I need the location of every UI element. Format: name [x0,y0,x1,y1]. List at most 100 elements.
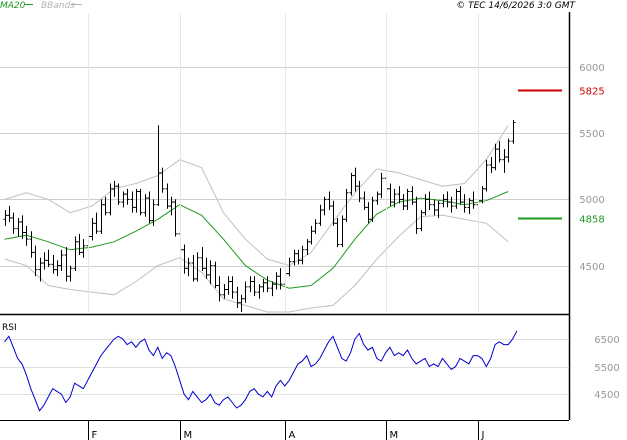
ohlc-bar [436,200,441,218]
ohlc-bar [68,265,73,282]
ohlc-bar [46,249,51,267]
ohlc-bar [64,247,69,282]
ohlc-bar [292,249,297,266]
ohlc-bar [458,186,463,205]
month-label: J [481,430,485,440]
ohlc-bar [103,196,108,216]
ohlc-bar [191,255,196,282]
ohlc-bar [24,225,29,246]
rsi-tick-label: 4500 [594,390,619,401]
rsi-line [4,330,518,412]
ohlc-bar [340,215,345,248]
price-axis: 6000 5500 5000 4500 [579,63,604,273]
ohlc-bar [147,191,152,224]
ohlc-bar [445,191,450,208]
ohlc-bar [471,191,476,209]
ohlc-bar [125,188,130,205]
ohlc-bar [379,172,384,199]
ohlc-bar [287,257,292,277]
ohlc-bar [130,191,135,213]
ohlc-bar [195,252,200,282]
ohlc-bar [200,247,205,271]
ohlc-bar [300,245,305,265]
ohlc-bar [29,231,34,258]
level-label: 5825 [579,87,604,98]
ohlc-bar [173,199,178,237]
ohlc-bar [252,276,257,297]
ohlc-bar [51,255,56,274]
ohlc-bar [243,281,248,303]
ohlc-bar [55,260,60,277]
rsi-panel: RSI 6500 5500 4500 [0,323,620,412]
ohlc-bar [484,159,489,192]
ohlc-bar [506,138,511,163]
ohlc-bar [7,206,12,222]
ohlc-bar [322,196,327,216]
rsi-axis: 6500 5500 4500 [594,335,619,401]
ohlc-bar [353,167,358,192]
ohlc-bars [3,119,516,312]
ohlc-bar [165,183,170,209]
ohlc-bar [296,249,301,265]
ohlc-bar [366,202,371,224]
ohlc-bar [432,199,437,216]
ohlc-bar [370,196,375,222]
ohlc-bar [99,199,104,234]
ohlc-bar [213,261,218,289]
price-tick-label: 5500 [579,129,604,140]
month-label: A [289,430,296,440]
ohlc-bar [151,199,156,226]
ohlc-bar [94,212,99,234]
ohlc-bar [454,188,459,209]
ohlc-bar [309,225,314,245]
price-tick-label: 6000 [579,63,604,74]
ohlc-bar [462,194,467,213]
ohlc-bar [335,217,340,248]
ohlc-bar [90,217,95,241]
ohlc-bar [3,210,8,226]
ohlc-bar [313,219,318,234]
ohlc-bar [489,157,494,173]
ohlc-bar [344,188,349,222]
ohlc-bar [388,183,393,207]
ohlc-bar [257,284,262,299]
ohlc-bar [265,276,270,293]
ohlc-bar [357,180,362,203]
ohlc-bar [108,183,113,216]
ohlc-bar [449,196,454,213]
ohlc-bar [414,196,419,234]
ohlc-bar [143,194,148,217]
ohlc-bar [38,257,43,282]
ohlc-bar [248,276,253,293]
ohlc-bar [138,188,143,216]
ohlc-bar [230,276,235,299]
ohlc-bar [362,191,367,211]
ohlc-bar [20,215,25,240]
month-label: F [92,430,98,440]
level-label: 4858 [579,215,604,226]
ohlc-bar [121,191,126,208]
ohlc-bar [427,191,432,211]
ohlc-bar [11,212,16,234]
month-label: M [390,430,399,440]
ohlc-bar [226,276,231,295]
ohlc-bar [327,191,332,211]
ohlc-bar [497,141,502,163]
rsi-tick-label: 5500 [594,363,619,374]
legend-bbands: BBands [41,1,75,11]
ohlc-bar [182,244,187,274]
ohlc-bar [375,191,380,205]
ohlc-bar [405,188,410,211]
ohlc-bar [33,245,38,277]
ohlc-bar [16,217,21,237]
ohlc-bar [261,278,266,293]
ohlc-bar [204,257,209,279]
ohlc-bar [278,268,283,290]
ohlc-bar [169,196,174,216]
ohlc-bar [410,186,415,205]
price-tick-label: 4500 [579,262,604,273]
ohlc-bar [160,167,165,193]
ohlc-bar [493,143,498,171]
